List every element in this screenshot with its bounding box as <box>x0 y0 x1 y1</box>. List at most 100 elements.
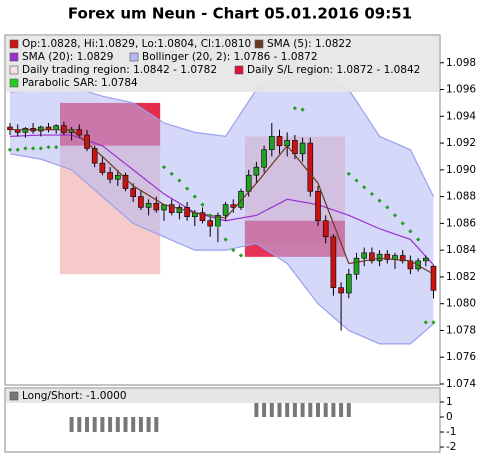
sar-dot <box>46 144 51 150</box>
candle-body <box>276 136 283 147</box>
legend-swatch <box>9 391 19 401</box>
sar-dot <box>200 202 205 207</box>
candle-body <box>338 287 344 294</box>
bar <box>131 416 136 433</box>
sar-dot <box>208 213 213 218</box>
candle-body <box>261 149 267 168</box>
bar <box>154 416 159 433</box>
y-tick-label: 1.090 <box>446 164 476 176</box>
bar <box>85 416 89 433</box>
sar-dot <box>15 147 20 152</box>
candle-body <box>268 136 275 151</box>
sar-dot <box>177 178 182 183</box>
candle-body <box>76 129 83 136</box>
y-tick-label: 1.098 <box>446 57 476 69</box>
bar <box>292 401 297 417</box>
candle-body <box>138 196 144 208</box>
sar-dot <box>192 194 197 199</box>
candle-body <box>99 162 106 173</box>
sar-dot <box>231 248 236 253</box>
sar-dot <box>415 237 421 242</box>
sar-dot <box>400 221 405 226</box>
legend-swatch <box>129 52 139 62</box>
bar <box>300 401 305 417</box>
chart-title: Forex um Neun - Chart 05.01.2016 09:51 <box>68 5 412 23</box>
bar <box>285 401 290 417</box>
candle-body <box>199 212 206 222</box>
candle-body <box>84 134 90 149</box>
bar <box>262 401 267 417</box>
bar <box>69 416 74 433</box>
bar <box>316 401 320 417</box>
candle-body <box>361 252 368 259</box>
candle-body <box>384 253 391 260</box>
legend-swatch <box>9 65 19 75</box>
candle-body <box>153 203 160 211</box>
sar-dot <box>38 146 43 151</box>
y-tick-label: 1.076 <box>446 351 476 363</box>
y-tick-label: 1.084 <box>446 244 476 256</box>
candle-body <box>292 140 298 155</box>
candle-body <box>145 203 152 208</box>
candle-body <box>207 220 213 227</box>
sar-dot <box>408 229 413 234</box>
candle-body <box>322 220 329 238</box>
sar-dot <box>346 171 351 176</box>
candle-body <box>245 174 252 192</box>
bar <box>323 401 328 417</box>
sma5-line <box>10 129 434 275</box>
candle-body <box>369 252 375 262</box>
candle-body <box>238 190 244 208</box>
candle-body <box>422 257 429 262</box>
candle-body <box>168 204 175 213</box>
sar-dot <box>223 237 228 242</box>
sar-dot <box>392 213 398 218</box>
sar-dot <box>7 147 13 152</box>
candle-body <box>376 253 383 262</box>
sar-dot <box>23 146 28 151</box>
sar-dot <box>385 205 390 210</box>
y-tick-label: 1.092 <box>446 137 476 149</box>
y-tick-label: 1.082 <box>446 271 476 283</box>
bar <box>254 401 259 417</box>
candle-body <box>115 174 121 180</box>
sar-dot <box>238 253 244 258</box>
candle-body <box>353 257 360 275</box>
sar-dot <box>362 185 367 190</box>
legend-label: Daily trading region: 1.0842 - 1.0782 <box>22 64 217 76</box>
y-tick-label: 1.094 <box>446 110 476 122</box>
candle-body <box>184 207 190 217</box>
y-tick-label: 1.088 <box>446 191 476 203</box>
candle-body <box>22 128 29 133</box>
sar-dot <box>161 165 167 170</box>
candle-body <box>122 174 129 189</box>
y-tick-label: 1.080 <box>446 298 476 310</box>
bar <box>138 416 143 433</box>
sar-dot <box>54 144 59 150</box>
sar-dot <box>431 320 436 325</box>
bar <box>108 416 113 433</box>
candle-body <box>37 126 44 132</box>
bar <box>115 416 120 433</box>
legend-label: SMA (20): 1.0829 <box>22 51 113 63</box>
y-tick-label: 1 <box>446 396 453 408</box>
legend-swatch <box>9 39 19 49</box>
candle-body <box>430 265 437 291</box>
sar-dot <box>169 171 174 176</box>
sar-dot <box>215 223 221 229</box>
candle-body <box>307 142 314 192</box>
legend-label: SMA (5): 1.0822 <box>267 38 352 50</box>
bar <box>269 401 274 417</box>
bar <box>146 416 151 433</box>
legend-label: Parabolic SAR: 1.0784 <box>22 77 138 89</box>
candle-body <box>130 188 136 197</box>
y-tick-label: 1.078 <box>446 324 476 336</box>
sar-dot <box>369 191 375 197</box>
bollinger-band <box>10 69 434 344</box>
legend-label: Daily S/L region: 1.0872 - 1.0842 <box>247 64 420 76</box>
sar-dot <box>354 178 359 183</box>
sar-dot <box>423 320 428 325</box>
candle-body <box>330 236 337 288</box>
plot <box>7 68 437 345</box>
